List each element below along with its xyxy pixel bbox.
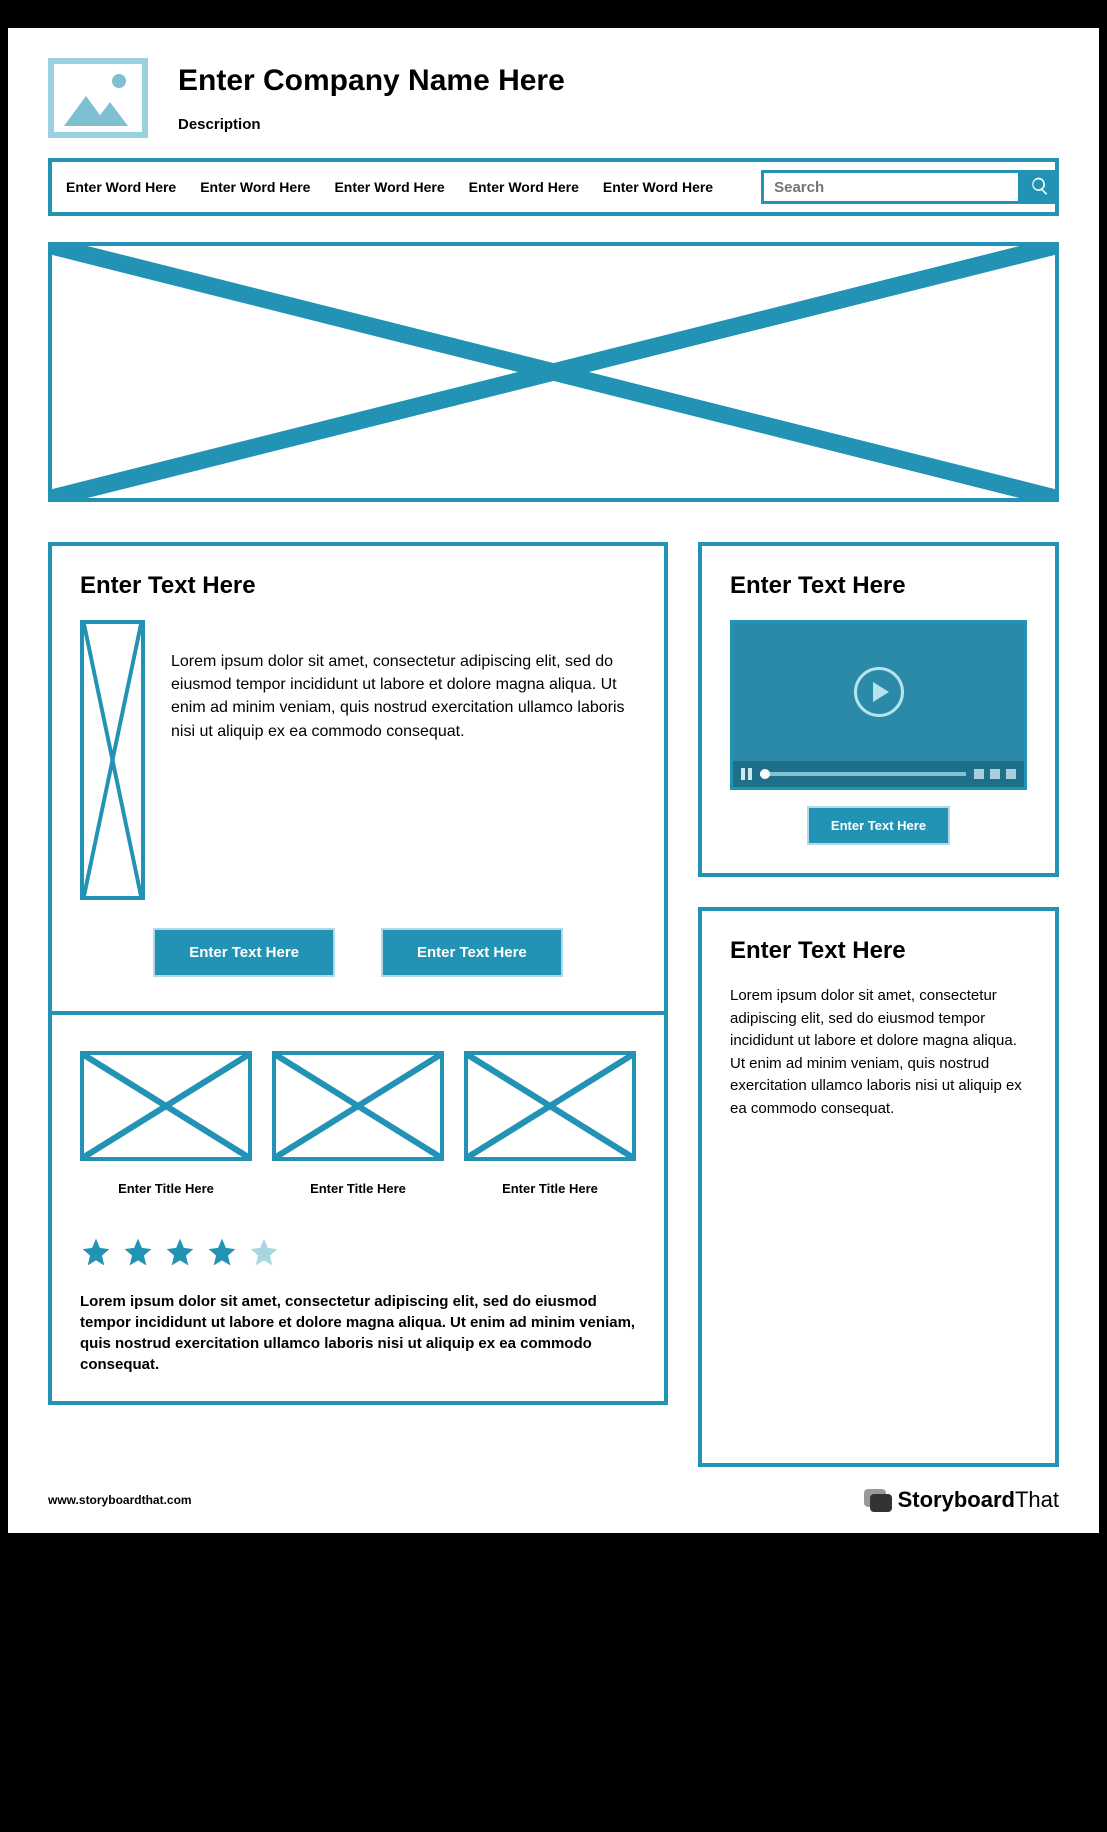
footer-url: www.storyboardthat.com bbox=[48, 1493, 192, 1507]
nav-item[interactable]: Enter Word Here bbox=[200, 179, 310, 195]
nav-item[interactable]: Enter Word Here bbox=[603, 179, 713, 195]
search-button[interactable] bbox=[1021, 170, 1059, 204]
company-description: Description bbox=[178, 116, 565, 133]
cta-button-2[interactable]: Enter Text Here bbox=[383, 930, 561, 975]
video-player[interactable] bbox=[730, 620, 1027, 790]
wireframe-page: Enter Company Name Here Description Ente… bbox=[0, 20, 1107, 1541]
panel-title: Enter Text Here bbox=[730, 572, 1027, 600]
image-placeholder bbox=[80, 1051, 252, 1161]
search bbox=[761, 170, 1059, 204]
progress-track[interactable] bbox=[760, 772, 966, 776]
logo-placeholder bbox=[48, 58, 148, 138]
nav-item[interactable]: Enter Word Here bbox=[66, 179, 176, 195]
star-icon bbox=[206, 1236, 238, 1273]
volume-icon[interactable] bbox=[990, 769, 1000, 779]
image-placeholder bbox=[464, 1051, 636, 1161]
settings-icon[interactable] bbox=[1006, 769, 1016, 779]
video-cta-button[interactable]: Enter Text Here bbox=[809, 808, 948, 843]
star-icon bbox=[80, 1236, 112, 1273]
gallery-caption: Enter Title Here bbox=[272, 1181, 444, 1196]
panel-title: Enter Text Here bbox=[730, 937, 1027, 965]
text-panel: Enter Text Here Lorem ipsum dolor sit am… bbox=[698, 907, 1059, 1467]
chat-icon bbox=[864, 1489, 890, 1511]
header: Enter Company Name Here Description bbox=[48, 58, 1059, 138]
gallery-caption: Enter Title Here bbox=[80, 1181, 252, 1196]
play-icon bbox=[854, 667, 904, 717]
image-placeholder bbox=[272, 1051, 444, 1161]
footer: www.storyboardthat.com StoryboardThat bbox=[48, 1487, 1059, 1513]
cta-button-1[interactable]: Enter Text Here bbox=[155, 930, 333, 975]
nav-item[interactable]: Enter Word Here bbox=[469, 179, 579, 195]
nav-bar: Enter Word Here Enter Word Here Enter Wo… bbox=[48, 158, 1059, 216]
search-icon bbox=[1030, 176, 1050, 199]
feature-body: Lorem ipsum dolor sit amet, consectetur … bbox=[171, 620, 636, 743]
gallery-item: Enter Title Here bbox=[80, 1051, 252, 1196]
text-body: Lorem ipsum dolor sit amet, consectetur … bbox=[730, 985, 1027, 1120]
gallery: Enter Title Here Enter Title Here Enter … bbox=[80, 1051, 636, 1196]
footer-brand: StoryboardThat bbox=[864, 1487, 1059, 1513]
gallery-item: Enter Title Here bbox=[464, 1051, 636, 1196]
star-icon bbox=[122, 1236, 154, 1273]
header-text: Enter Company Name Here Description bbox=[178, 58, 565, 133]
video-panel: Enter Text Here Ente bbox=[698, 542, 1059, 877]
nav-item[interactable]: Enter Word Here bbox=[334, 179, 444, 195]
pause-icon[interactable] bbox=[741, 768, 752, 780]
star-icon bbox=[164, 1236, 196, 1273]
star-rating bbox=[80, 1236, 636, 1273]
gallery-caption: Enter Title Here bbox=[464, 1181, 636, 1196]
video-controls bbox=[733, 761, 1024, 787]
star-icon bbox=[248, 1236, 280, 1273]
image-placeholder bbox=[80, 620, 145, 900]
fullscreen-icon[interactable] bbox=[974, 769, 984, 779]
review-text: Lorem ipsum dolor sit amet, consectetur … bbox=[80, 1291, 636, 1375]
search-input[interactable] bbox=[761, 170, 1021, 204]
panel-title: Enter Text Here bbox=[80, 572, 636, 600]
feature-panel: Enter Text Here Lorem ipsum dolor sit am… bbox=[48, 542, 668, 1015]
hero-image-placeholder bbox=[48, 242, 1059, 502]
company-name: Enter Company Name Here bbox=[178, 64, 565, 98]
gallery-item: Enter Title Here bbox=[272, 1051, 444, 1196]
gallery-panel: Enter Title Here Enter Title Here Enter … bbox=[48, 1015, 668, 1405]
